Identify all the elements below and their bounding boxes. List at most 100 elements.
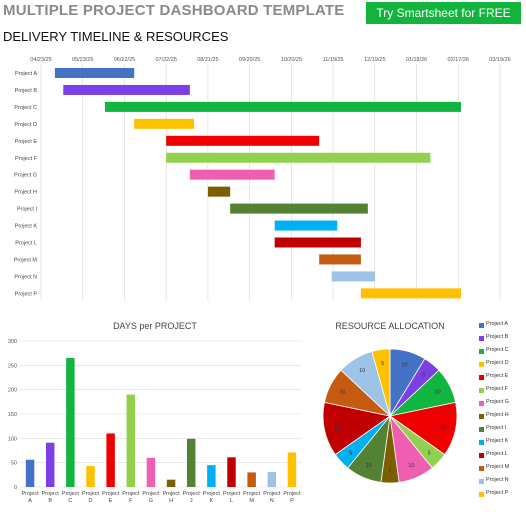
pie-slice-label: 5: [381, 361, 384, 367]
gantt-tick-label: 11/19/25: [323, 57, 344, 63]
try-smartsheet-button[interactable]: Try Smartsheet for FREE: [366, 2, 521, 24]
bar-x-tick-label: Project: [42, 491, 60, 497]
gantt-row-label: Project P: [15, 291, 38, 297]
pie-slice-label: 5: [349, 451, 352, 457]
legend-label: Project I: [486, 425, 507, 431]
gantt-row-label: Project C: [14, 105, 37, 111]
gantt-row-label: Project H: [14, 190, 37, 196]
gantt-tick-label: 05/23/25: [72, 57, 93, 63]
legend-label: Project H: [486, 412, 509, 418]
gantt-tick-label: 10/20/25: [281, 57, 302, 63]
pie-slice-label: 10: [401, 362, 407, 368]
legend-swatch: [479, 440, 484, 445]
legend-swatch: [479, 427, 484, 432]
bar-x-tick-label: Project: [283, 491, 301, 497]
gantt-tick-label: 09/20/25: [239, 57, 260, 63]
gantt-bar-project-n: [331, 271, 375, 282]
gantt-row-label: Project D: [14, 122, 37, 128]
legend-label: Project D: [486, 360, 509, 366]
bar-x-tick-label: P: [290, 498, 294, 504]
bar-x-tick-label: Project: [102, 491, 120, 497]
gantt-chart: 04/23/25 05/23/25 06/22/25 07/22/25 08/21/25…: [14, 57, 511, 301]
pie-slice-label: 15: [439, 425, 445, 431]
bar-x-tick-label: Project: [82, 491, 100, 497]
gantt-tick-label: 04/23/25: [30, 57, 51, 63]
bar-project-j: [186, 438, 196, 487]
bar-x-tick-label: Project: [122, 491, 140, 497]
bar-project-l: [227, 457, 236, 487]
bar-x-tick-label: E: [109, 498, 113, 504]
gantt-row-label: Project N: [14, 274, 37, 280]
bar-x-tick-label: G: [149, 498, 153, 504]
gantt-tick-label: 08/21/25: [197, 57, 218, 63]
bar-x-tick-label: F: [129, 498, 133, 504]
legend-swatch: [479, 375, 484, 380]
legend-swatch: [479, 336, 484, 341]
gantt-row-label: Project I: [17, 207, 38, 213]
bar-x-tick-label: Project: [223, 491, 241, 497]
bar-x-tick-label: H: [169, 498, 173, 504]
legend-label: Project L: [486, 451, 508, 457]
gantt-row-label: Project E: [15, 139, 38, 145]
bar-y-tick-label: 100: [8, 436, 17, 442]
bar-project-p: [287, 452, 297, 487]
pie-slice-project-e: [389, 401, 458, 456]
bar-project-b: [45, 442, 55, 487]
bar-x-tick-label: J: [190, 498, 193, 504]
bar-chart-title: DAYS per PROJECT: [113, 321, 197, 331]
bar-x-tick-label: Project: [243, 491, 261, 497]
bar-y-tick-label: 0: [14, 485, 17, 491]
gantt-row-label: Project A: [15, 71, 37, 77]
pie-chart-title: RESOURCE ALLOCATION: [335, 321, 445, 331]
gantt-bar-project-b: [63, 84, 190, 95]
legend-label: Project K: [486, 438, 509, 444]
legend-swatch: [479, 388, 484, 393]
gantt-bar-project-h: [207, 186, 231, 197]
bar-project-k: [207, 465, 216, 487]
gantt-tick-label: 01/18/26: [406, 57, 427, 63]
bar-x-tick-label: D: [89, 498, 93, 504]
bar-project-a: [25, 459, 35, 487]
pie-slice-label: 5: [428, 451, 431, 457]
gantt-tick-label: 07/22/25: [155, 57, 176, 63]
bar-x-tick-label: Project: [142, 491, 160, 497]
bar-project-e: [106, 433, 115, 487]
legend-swatch: [479, 323, 484, 328]
gantt-bar-project-l: [274, 237, 361, 248]
gantt-tick-label: 06/22/25: [114, 57, 135, 63]
bar-project-n: [267, 471, 277, 487]
pie-slice-project-p: [371, 348, 391, 417]
bar-y-tick-label: 200: [8, 388, 17, 394]
gantt-bar-project-f: [166, 152, 431, 163]
bar-x-tick-label: C: [68, 498, 72, 504]
bar-x-tick-label: B: [48, 498, 52, 504]
pie-slice-label: 10: [339, 389, 345, 395]
bar-x-tick-label: Project: [203, 491, 221, 497]
gantt-bar-project-p: [360, 288, 462, 299]
bar-x-tick-label: A: [28, 498, 32, 504]
legend-swatch: [479, 414, 484, 419]
pie-slice-label: 10: [366, 463, 372, 469]
pie-chart: 10 5 10 15 5 10 5 10 5 15 10 10 5: [322, 348, 458, 484]
gantt-row-label: Project F: [15, 156, 38, 162]
legend-label: Project F: [486, 386, 509, 392]
gantt-bar-project-m: [319, 254, 361, 265]
gantt-bar-project-g: [189, 169, 275, 180]
bar-project-d: [86, 466, 95, 487]
legend-label: Project B: [486, 334, 509, 340]
gantt-tick-label: 12/19/25: [364, 57, 385, 63]
bar-x-tick-label: Project: [183, 491, 201, 497]
bar-y-tick-label: 150: [8, 412, 17, 418]
legend-label: Project G: [486, 399, 509, 405]
bar-project-h: [166, 479, 176, 487]
legend-label: Project C: [486, 347, 509, 353]
gantt-tick-label: 03/19/26: [489, 57, 510, 63]
legend-swatch: [479, 349, 484, 354]
pie-slice-label: 10: [359, 368, 365, 374]
section-title: DELIVERY TIMELINE & RESOURCES: [3, 29, 229, 44]
gantt-row-label: Project K: [15, 224, 38, 230]
bar-chart: 050100150200250300ProjectAProjectBProjec…: [8, 339, 302, 504]
legend-swatch: [479, 466, 484, 471]
bar-y-tick-label: 300: [8, 339, 17, 345]
legend-swatch: [479, 453, 484, 458]
